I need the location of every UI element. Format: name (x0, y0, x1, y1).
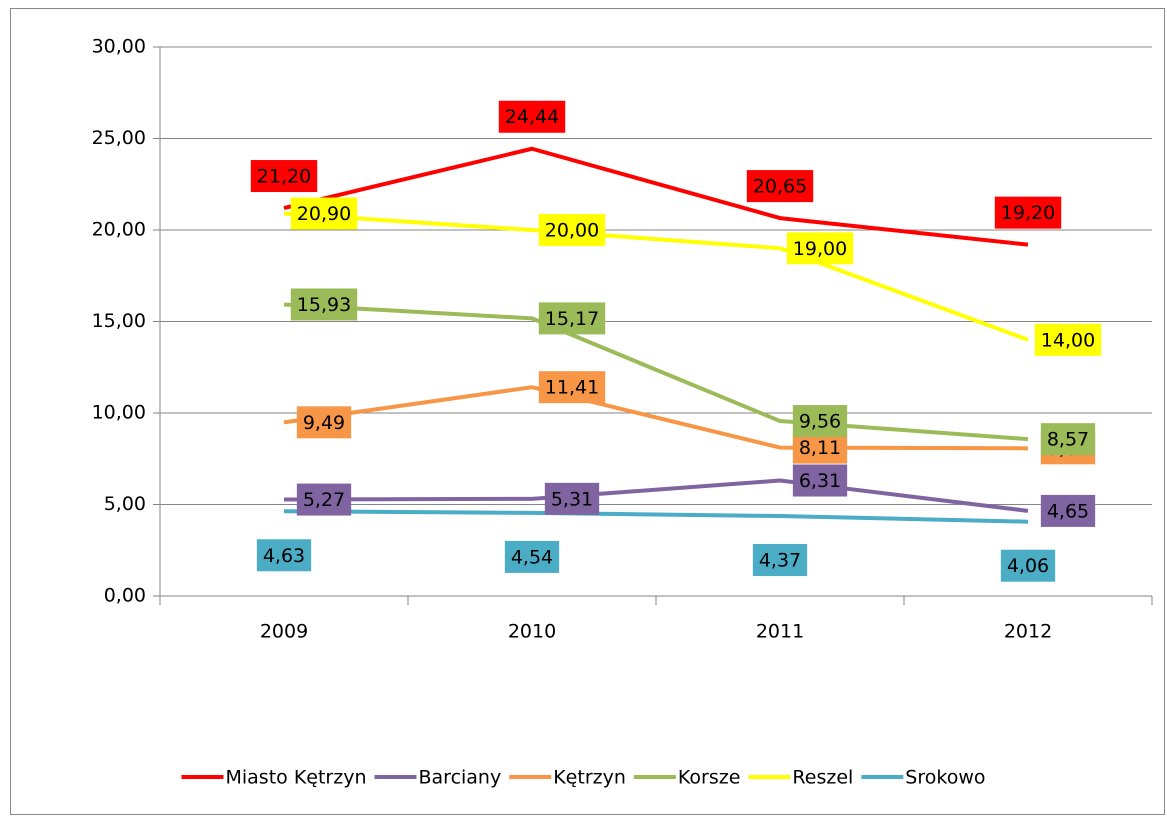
series-line (283, 478, 1029, 513)
data-label: 9,56 (792, 405, 848, 438)
data-label-box (538, 302, 606, 335)
data-label-text: 21,20 (257, 166, 311, 188)
data-label: 20,00 (538, 214, 606, 246)
data-label: 8,57 (1040, 423, 1096, 456)
data-label: 6,31 (792, 464, 848, 497)
data-label-box (290, 288, 358, 321)
x-tick-label: 2009 (260, 621, 308, 643)
data-label-text: 8,57 (1047, 429, 1089, 451)
data-label-box (538, 371, 606, 404)
x-tick-label: 2010 (508, 621, 556, 643)
data-label: 4,06 (1000, 549, 1056, 582)
data-label-box (752, 544, 808, 577)
data-label-text: 5,31 (551, 488, 593, 510)
y-tick-label: 30,00 (92, 36, 146, 58)
data-label-box (792, 464, 848, 497)
data-label: 24,44 (498, 100, 566, 133)
data-label-text: 20,00 (545, 220, 599, 242)
y-tick-label: 20,00 (92, 219, 146, 241)
data-label-text: 8,11 (799, 437, 841, 459)
data-label-box (1040, 494, 1096, 527)
data-label-box (746, 170, 814, 203)
legend-label: Reszel (792, 767, 853, 789)
series-line (283, 385, 1029, 451)
data-label-box (498, 100, 566, 133)
data-label: 4,63 (256, 539, 312, 572)
data-label-text: 19,00 (793, 238, 847, 260)
y-tick-label: 10,00 (92, 402, 146, 424)
data-label: 20,90 (290, 197, 358, 230)
x-tick-label: 2011 (756, 621, 804, 643)
data-label: 21,20 (250, 160, 318, 193)
series-line (283, 302, 1029, 442)
data-label-box (1040, 423, 1096, 456)
data-label: 5,31 (544, 482, 600, 515)
data-label-text: 24,44 (505, 106, 559, 128)
data-label-text: 11,41 (545, 377, 599, 399)
data-label: 4,65 (1040, 494, 1096, 527)
data-label-text: 9,56 (799, 411, 841, 433)
data-label-text: 15,17 (545, 308, 599, 330)
data-label-text: 20,90 (297, 203, 351, 225)
data-label: 20,65 (746, 170, 814, 203)
data-label-box (1000, 549, 1056, 582)
y-tick-label: 5,00 (104, 493, 146, 515)
legend-label: Srokowo (905, 767, 985, 789)
data-label-box (504, 540, 560, 573)
data-label-box (792, 405, 848, 438)
data-label: 19,00 (786, 232, 854, 265)
data-label-box (538, 214, 606, 246)
series-line (283, 211, 1029, 342)
data-label-text: 15,93 (297, 294, 351, 316)
data-label: 11,41 (538, 371, 606, 404)
chart-border (10, 8, 1165, 815)
y-tick-label: 25,00 (92, 127, 146, 149)
data-label-box (296, 483, 352, 516)
data-label-text: 9,49 (303, 412, 345, 434)
legend-label: Kętrzyn (553, 767, 626, 789)
data-label-box (1034, 323, 1102, 356)
data-label: 15,17 (538, 302, 606, 335)
data-label-text: 4,65 (1047, 500, 1089, 522)
data-label: 4,37 (752, 544, 808, 577)
data-label-box (256, 539, 312, 572)
data-label: 5,27 (296, 483, 352, 516)
data-label-box (544, 482, 600, 515)
legend-label: Korsze (678, 767, 741, 789)
data-label-box (296, 406, 352, 439)
data-label-text: 19,20 (1001, 202, 1055, 224)
data-label-box (994, 196, 1062, 229)
data-label-box (250, 160, 318, 193)
legend: Miasto Kętrzyn Barciany Kętrzyn Korsze Resze… (181, 767, 986, 789)
data-label-text: 4,06 (1007, 555, 1049, 577)
data-label: 4,54 (504, 540, 560, 573)
series-line (283, 146, 1029, 247)
data-label: 14,00 (1034, 323, 1102, 356)
data-label: 15,93 (290, 288, 358, 321)
data-label-text: 5,27 (303, 489, 345, 511)
data-label-text: 6,31 (799, 470, 841, 492)
data-label-box (290, 197, 358, 230)
data-label-text: 4,63 (263, 545, 305, 567)
y-tick-label: 15,00 (92, 310, 146, 332)
data-label-text: 4,37 (759, 550, 801, 572)
data-label: 19,20 (994, 196, 1062, 229)
data-label-text: 14,00 (1041, 329, 1095, 351)
data-label-text: 4,54 (511, 546, 553, 568)
data-label: 9,49 (296, 406, 352, 439)
series-line (283, 509, 1029, 524)
legend-label: Barciany (418, 767, 501, 789)
data-label-text: 20,65 (753, 176, 807, 198)
legend-label: Miasto Kętrzyn (225, 767, 366, 789)
x-tick-label: 2012 (1004, 621, 1052, 643)
data-label-box (786, 232, 854, 265)
y-tick-label: 0,00 (104, 585, 146, 607)
